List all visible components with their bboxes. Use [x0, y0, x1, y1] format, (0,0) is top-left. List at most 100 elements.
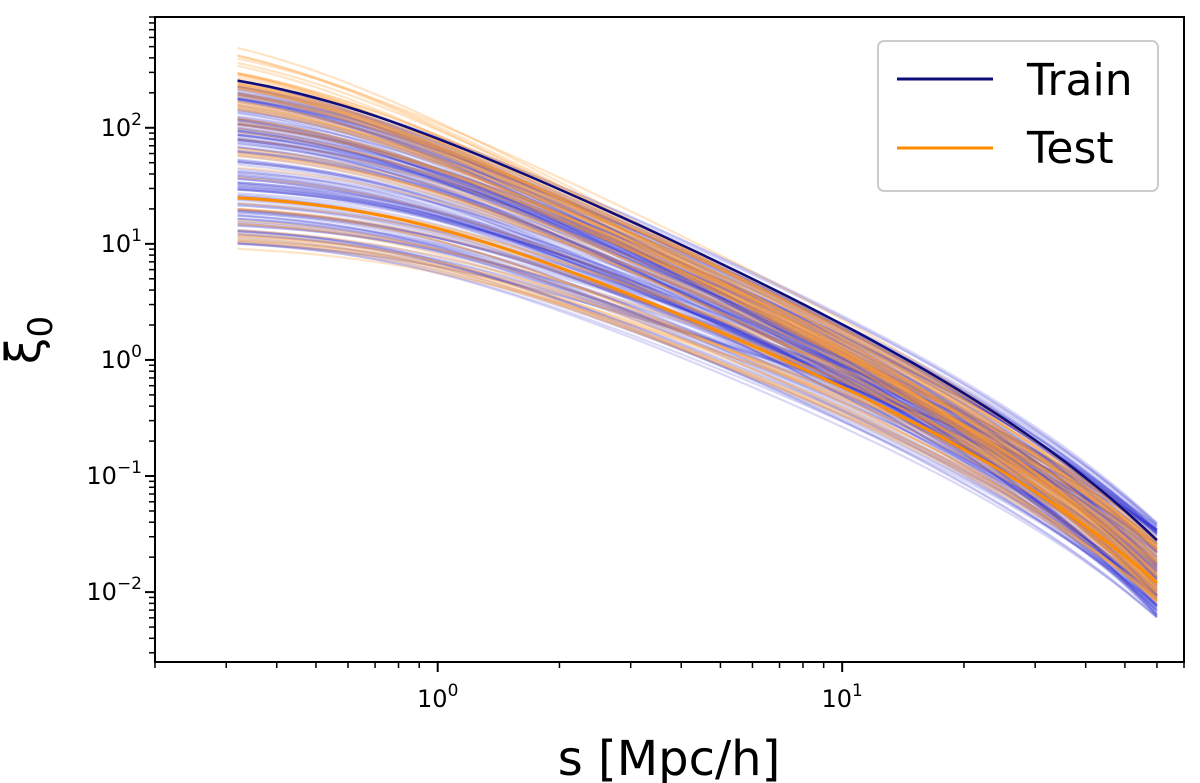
curve-train — [237, 154, 1158, 577]
legend-label-train: Train — [1026, 55, 1133, 106]
curve-train — [237, 133, 1158, 569]
curve-train — [237, 123, 1158, 535]
curve-train-highlight — [237, 79, 1158, 542]
curve-train — [237, 158, 1158, 603]
y-tick-label: 100 — [101, 342, 142, 374]
curve-train — [237, 242, 1158, 532]
curve-test — [237, 207, 1158, 603]
curve-train — [237, 134, 1158, 578]
curve-train — [237, 228, 1158, 618]
curve-test — [237, 85, 1158, 593]
curve-train — [237, 171, 1158, 537]
curve-train — [237, 85, 1158, 526]
curve-test — [237, 86, 1158, 549]
curve-train — [237, 123, 1158, 579]
x-tick-label: 100 — [417, 681, 458, 713]
curve-train — [237, 117, 1158, 562]
curve-train — [237, 111, 1158, 609]
curve-train — [237, 242, 1158, 607]
curve-test — [237, 117, 1158, 576]
curve-test — [237, 100, 1158, 544]
curve-train — [237, 99, 1158, 565]
curve-test — [237, 85, 1158, 598]
curve-train — [237, 108, 1158, 596]
curve-train — [237, 211, 1158, 527]
curve-train — [237, 185, 1158, 580]
curve-test — [237, 153, 1158, 551]
curve-train — [237, 173, 1158, 601]
curve-train — [237, 233, 1158, 593]
curve-train — [237, 127, 1158, 551]
curve-train — [237, 211, 1158, 606]
curve-train — [237, 182, 1158, 579]
curve-train — [237, 239, 1158, 533]
curve-train — [237, 234, 1158, 546]
curve-train — [237, 192, 1158, 531]
curve-train — [237, 133, 1158, 531]
curve-train — [237, 139, 1158, 618]
curve-test — [237, 83, 1158, 589]
curve-test — [237, 176, 1158, 582]
curve-train — [237, 209, 1158, 550]
curve-train — [237, 93, 1158, 532]
curve-train — [237, 163, 1158, 601]
curve-train — [237, 132, 1158, 545]
curve-train — [237, 221, 1158, 553]
curve-test — [237, 234, 1158, 599]
curve-test — [237, 208, 1158, 603]
curve-test — [237, 239, 1158, 589]
curve-train — [237, 193, 1158, 567]
y-axis-label-main: ξ — [0, 337, 52, 364]
curve-train — [237, 128, 1158, 614]
curve-train — [237, 101, 1158, 558]
curve-test — [237, 54, 1158, 601]
curve-test — [237, 131, 1158, 551]
y-tick-label: 101 — [101, 226, 142, 258]
curve-test — [237, 222, 1158, 541]
curve-train — [237, 161, 1158, 566]
curve-train — [237, 79, 1158, 612]
curve-train — [237, 85, 1158, 544]
curve-train — [237, 217, 1158, 531]
y-tick-label: 102 — [101, 110, 142, 142]
curve-test — [237, 82, 1158, 573]
plot-frame — [154, 16, 1185, 663]
curve-test — [237, 238, 1158, 564]
curve-test — [237, 92, 1158, 541]
curve-train — [237, 214, 1158, 612]
curve-test — [237, 152, 1158, 567]
curve-train — [237, 79, 1158, 598]
curve-train — [237, 87, 1158, 552]
curve-train — [237, 134, 1158, 564]
curve-test — [237, 196, 1158, 546]
curve-test — [237, 105, 1158, 556]
curve-train — [237, 160, 1158, 616]
curve-train — [237, 97, 1158, 566]
curve-train — [237, 97, 1158, 597]
curve-train — [237, 214, 1158, 608]
curve-train — [237, 181, 1158, 534]
curve-test — [237, 241, 1158, 593]
curve-train — [237, 138, 1158, 551]
curve-train — [237, 177, 1158, 579]
curve-train — [237, 84, 1158, 543]
curve-train — [237, 217, 1158, 591]
curve-train — [237, 202, 1158, 550]
curve-train — [237, 224, 1158, 541]
curve-train — [237, 130, 1158, 578]
curve-train — [237, 204, 1158, 531]
curve-test — [237, 87, 1158, 561]
curve-test — [237, 137, 1158, 579]
curve-train — [237, 174, 1158, 610]
curve-train — [237, 107, 1158, 532]
curve-test — [237, 104, 1158, 564]
curve-train — [237, 186, 1158, 535]
curve-train — [237, 146, 1158, 545]
curve-test — [237, 94, 1158, 540]
curve-test — [237, 147, 1158, 547]
curve-train — [237, 236, 1158, 606]
curve-test-highlight — [237, 196, 1158, 585]
curve-train — [237, 242, 1158, 531]
curve-train — [237, 91, 1158, 542]
curve-test — [237, 232, 1158, 587]
